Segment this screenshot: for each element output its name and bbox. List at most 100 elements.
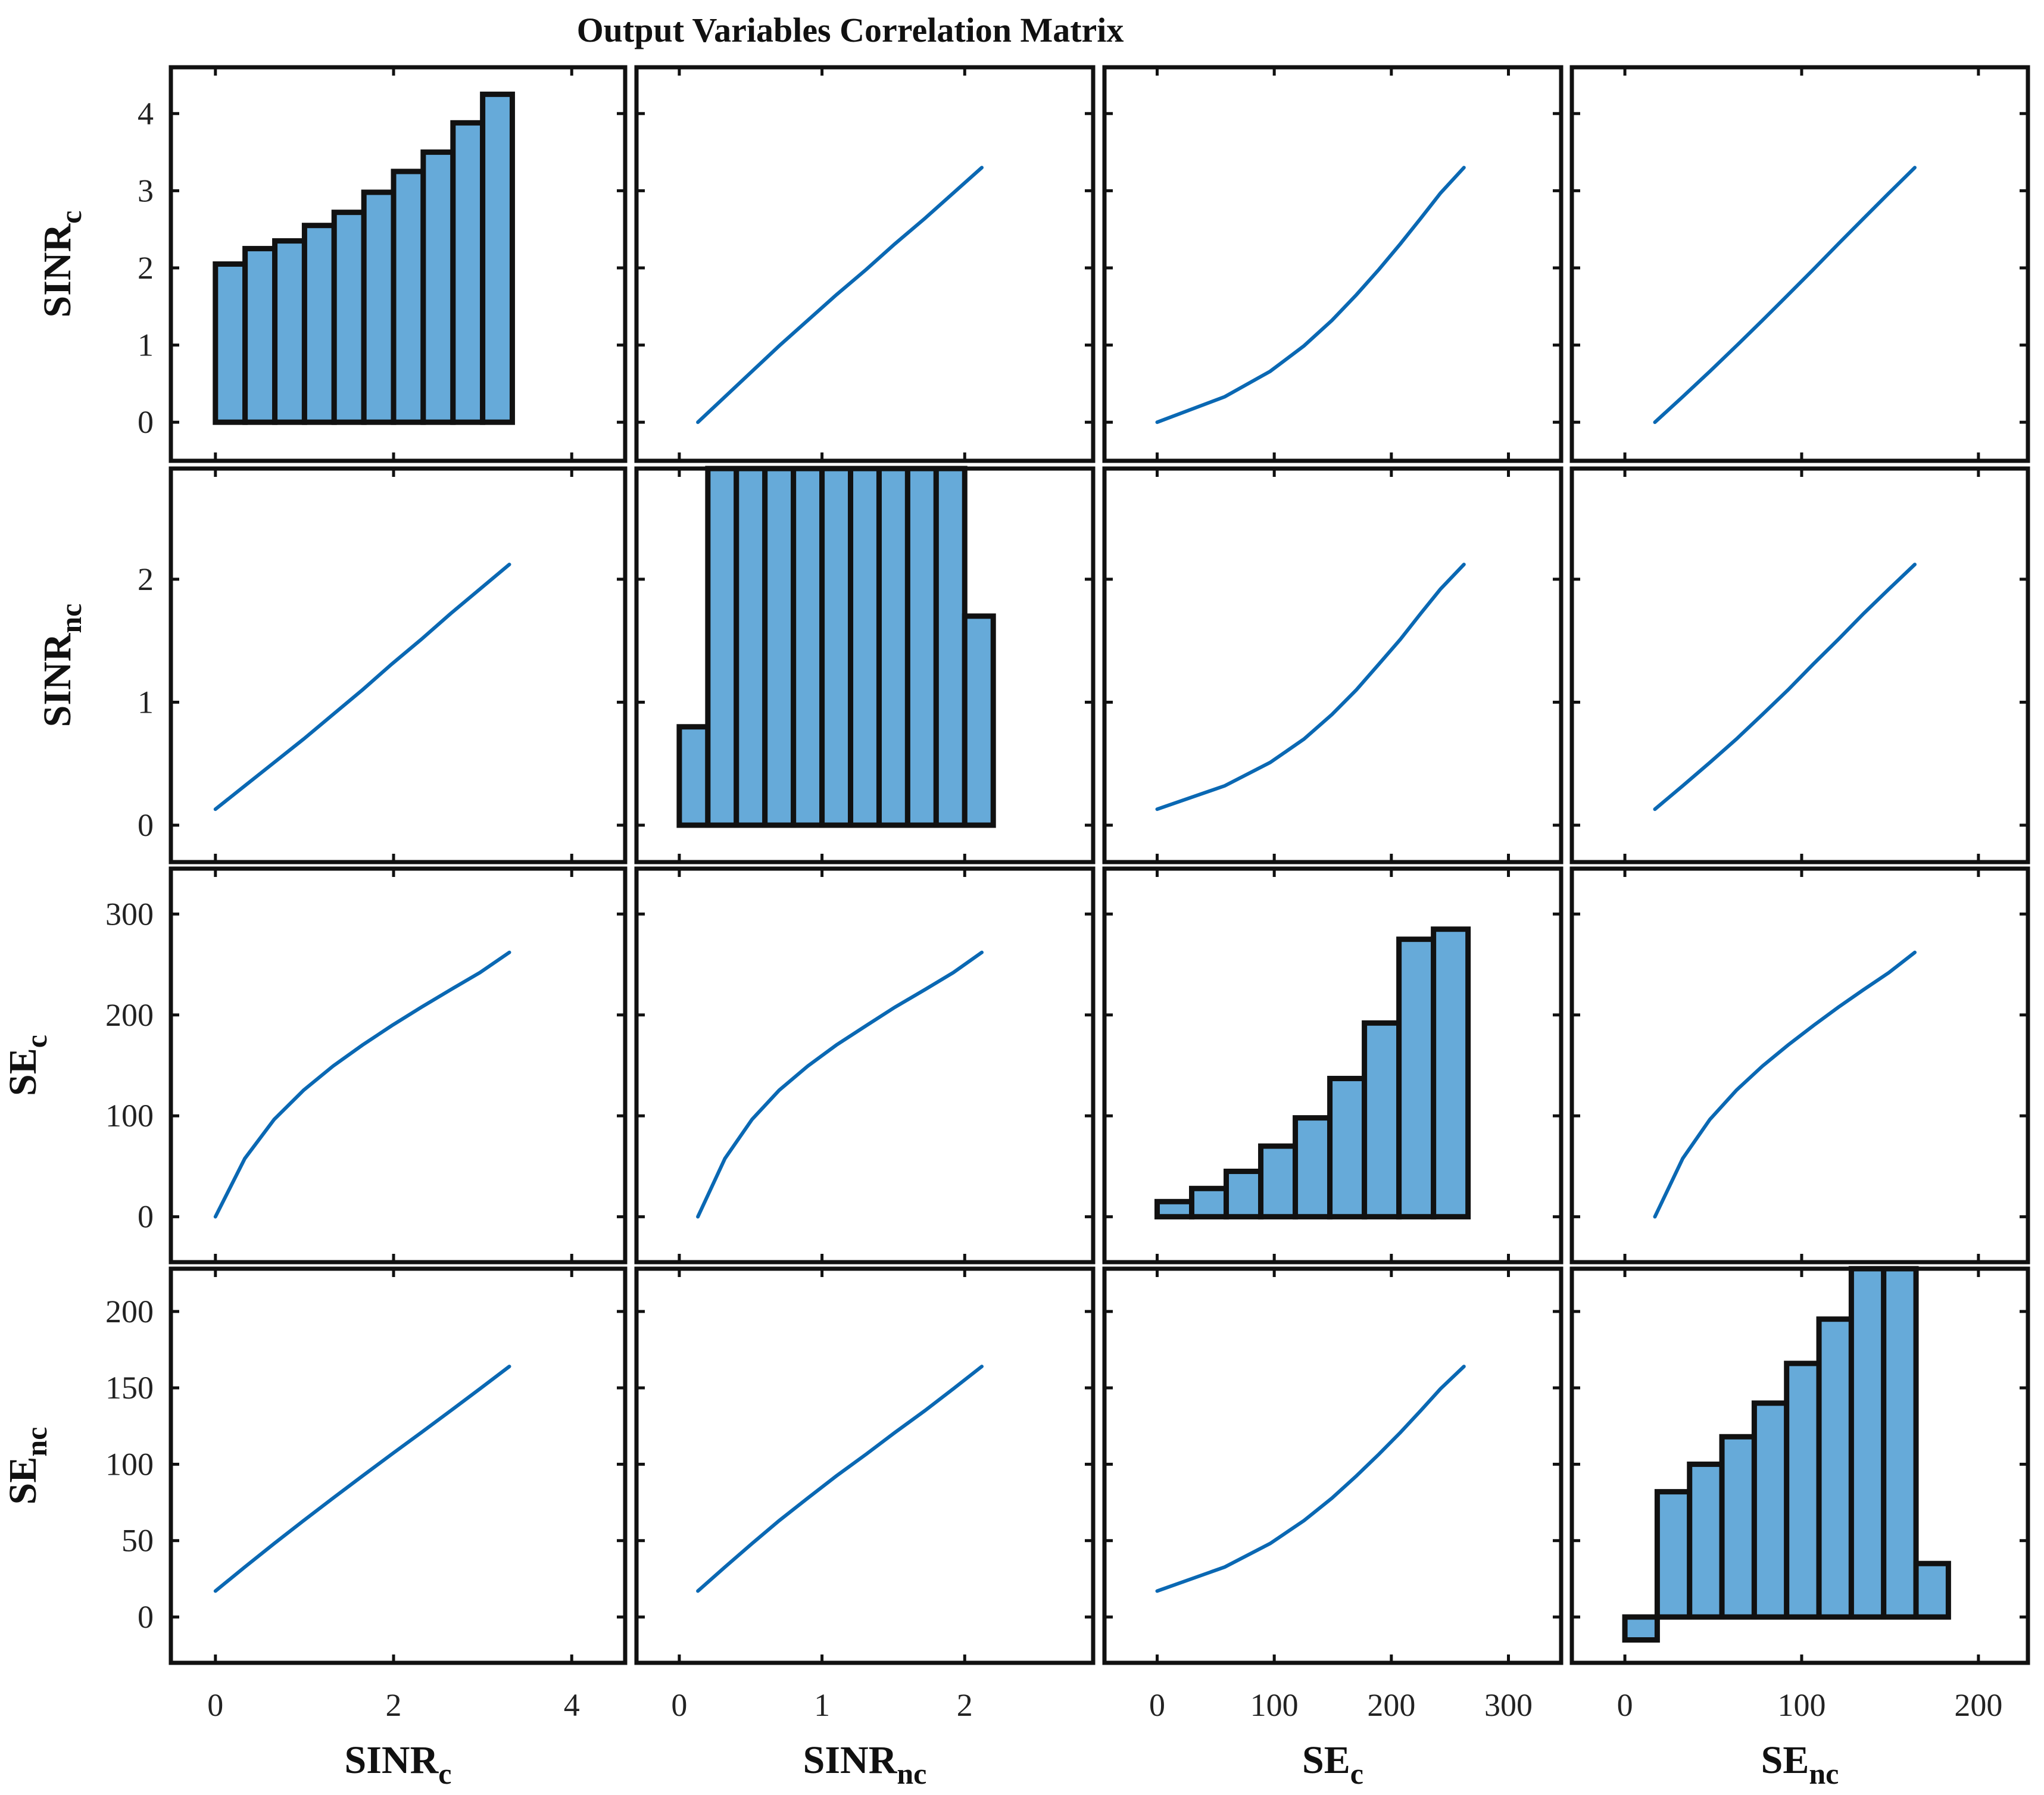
y-tick-label-SINR_nc: 2 [138, 561, 154, 597]
y-axis-label-SINR_nc: SINRnc [36, 604, 88, 728]
x-tick-label-SE_nc: 0 [1617, 1687, 1633, 1723]
histogram-bar-SINR_c-6 [391, 168, 426, 425]
y-tick-label-SE_c: 300 [105, 896, 154, 932]
histogram-bar-SINR_c-0 [213, 261, 248, 425]
x-tick-label-SE_c: 300 [1484, 1687, 1533, 1723]
y-tick-label-SE_nc: 100 [105, 1446, 154, 1482]
histogram-bar-SE_c-5 [1327, 1076, 1368, 1220]
histogram-bar-SINR_nc-10 [962, 613, 996, 828]
y-tick-label-SE_c: 200 [105, 997, 154, 1033]
curve-SE_nc-vs-SE_c [1155, 1365, 1466, 1593]
x-tick-label-SINR_nc: 1 [814, 1687, 830, 1723]
histogram-bar-SE_nc-8 [1881, 1266, 1919, 1620]
panel-SINR_c-vs-SINR_c [168, 65, 628, 463]
histogram-bar-SINR_c-8 [450, 120, 486, 425]
panel-SINR_nc-vs-SINR_nc [634, 466, 1096, 864]
panel-SE_nc-vs-SE_c [1102, 1266, 1564, 1665]
x-axis-label-SE_c: SEc [1302, 1738, 1363, 1790]
y-tick-label-SINR_c: 2 [138, 250, 154, 286]
histogram-bar-SINR_nc-6 [848, 466, 882, 828]
y-axis-label-SE_nc: SEnc [1, 1427, 53, 1505]
histogram-bar-SE_c-6 [1362, 1020, 1402, 1220]
y-tick-label-SINR_c: 3 [138, 173, 154, 208]
panel-frame [634, 866, 1096, 1265]
x-tick-label-SE_c: 200 [1367, 1687, 1415, 1723]
y-tick-label-SINR_c: 0 [138, 404, 154, 440]
panels-layer [168, 65, 2030, 1665]
histogram-bar-SE_nc-0 [1622, 1614, 1660, 1643]
curve-SE_c-vs-SINR_nc [696, 950, 984, 1219]
curve-SINR_nc-vs-SINR_c [213, 563, 511, 811]
x-tick-label-SE_c: 100 [1250, 1687, 1299, 1723]
x-tick-label-SINR_nc: 0 [671, 1687, 687, 1723]
histogram-bar-SE_c-7 [1396, 936, 1437, 1220]
x-tick-label-SE_nc: 200 [1954, 1687, 2002, 1723]
histogram-bar-SE_nc-6 [1816, 1316, 1854, 1620]
x-axis-label-SINR_c: SINRc [345, 1738, 452, 1790]
histogram-bar-SINR_nc-9 [933, 466, 968, 828]
panel-SE_c-vs-SINR_c [168, 866, 628, 1265]
histogram-bar-SINR_c-5 [361, 189, 397, 425]
curve-SE_nc-vs-SINR_nc [696, 1365, 984, 1593]
panel-SE_nc-vs-SE_nc [1569, 1266, 2030, 1665]
curve-SE_c-vs-SINR_c [213, 950, 511, 1219]
curve-SE_c-vs-SE_nc [1653, 950, 1917, 1219]
histogram-bar-SINR_nc-1 [705, 466, 739, 828]
panel-frame [1569, 866, 2030, 1265]
panel-SINR_nc-vs-SE_c [1102, 466, 1564, 864]
panel-frame [1102, 466, 1564, 864]
histogram-bar-SE_c-3 [1258, 1143, 1299, 1220]
panel-SE_nc-vs-SINR_nc [634, 1266, 1096, 1665]
histogram-bar-SINR_c-9 [480, 91, 515, 425]
histogram-bar-SE_nc-2 [1687, 1461, 1725, 1620]
histogram-bar-SINR_nc-4 [791, 466, 825, 828]
panel-SE_nc-vs-SINR_c [168, 1266, 628, 1665]
y-tick-label-SINR_c: 4 [138, 96, 154, 132]
panel-SE_c-vs-SINR_nc [634, 866, 1096, 1265]
histogram-bar-SE_c-1 [1189, 1185, 1229, 1220]
panel-SE_c-vs-SE_c [1102, 866, 1564, 1265]
x-axis-label-SINR_nc: SINRnc [803, 1738, 927, 1790]
histogram-bar-SE_c-2 [1224, 1168, 1264, 1220]
histogram-bar-SINR_nc-2 [734, 466, 768, 828]
curve-SINR_c-vs-SE_c [1155, 166, 1466, 424]
panel-frame [168, 1266, 628, 1665]
histogram-bar-SE_nc-9 [1913, 1560, 1951, 1620]
panel-frame [1569, 466, 2030, 864]
y-tick-label-SINR_nc: 0 [138, 807, 154, 843]
panel-SINR_nc-vs-SE_nc [1569, 466, 2030, 864]
x-tick-label-SINR_c: 2 [386, 1687, 402, 1723]
panel-SINR_nc-vs-SINR_c [168, 466, 628, 864]
x-tick-label-SINR_c: 4 [564, 1687, 580, 1723]
panel-frame [1102, 65, 1564, 463]
histogram-bar-SINR_nc-3 [762, 466, 797, 828]
curve-SINR_c-vs-SE_nc [1653, 166, 1917, 424]
histogram-bar-SE_c-0 [1154, 1198, 1195, 1220]
panel-SINR_c-vs-SINR_nc [634, 65, 1096, 463]
panel-frame [168, 866, 628, 1265]
y-axis-label-SE_c: SEc [1, 1035, 53, 1096]
histogram-bar-SINR_nc-7 [876, 466, 910, 828]
x-tick-label-SINR_nc: 2 [957, 1687, 973, 1723]
panel-frame [1102, 1266, 1564, 1665]
histogram-bar-SINR_c-7 [420, 149, 456, 425]
histogram-bar-SINR_c-1 [242, 246, 278, 425]
curve-SE_nc-vs-SINR_c [213, 1365, 511, 1593]
y-tick-label-SE_nc: 0 [138, 1599, 154, 1635]
panel-SINR_c-vs-SE_nc [1569, 65, 2030, 463]
curve-SINR_nc-vs-SE_nc [1653, 563, 1917, 811]
histogram-bar-SE_nc-1 [1654, 1489, 1693, 1620]
y-tick-label-SINR_nc: 1 [138, 684, 154, 720]
panel-frame [168, 466, 628, 864]
y-tick-label-SE_c: 0 [138, 1199, 154, 1235]
panel-frame [1569, 65, 2030, 463]
y-tick-label-SE_c: 100 [105, 1098, 154, 1134]
histogram-bar-SE_c-8 [1431, 926, 1471, 1220]
histogram-bar-SINR_c-3 [301, 223, 337, 425]
axis-labels-layer: 0 1 2 3 4 0 1 2 0 100 200 300 0 50 100 150 200 0 2 4 0 1 2 0 100… [1, 96, 2002, 1790]
histogram-bar-SE_nc-5 [1784, 1360, 1822, 1620]
x-axis-label-SE_nc: SEnc [1761, 1738, 1839, 1790]
curve-SINR_nc-vs-SE_c [1155, 563, 1466, 811]
x-tick-label-SE_c: 0 [1149, 1687, 1165, 1723]
